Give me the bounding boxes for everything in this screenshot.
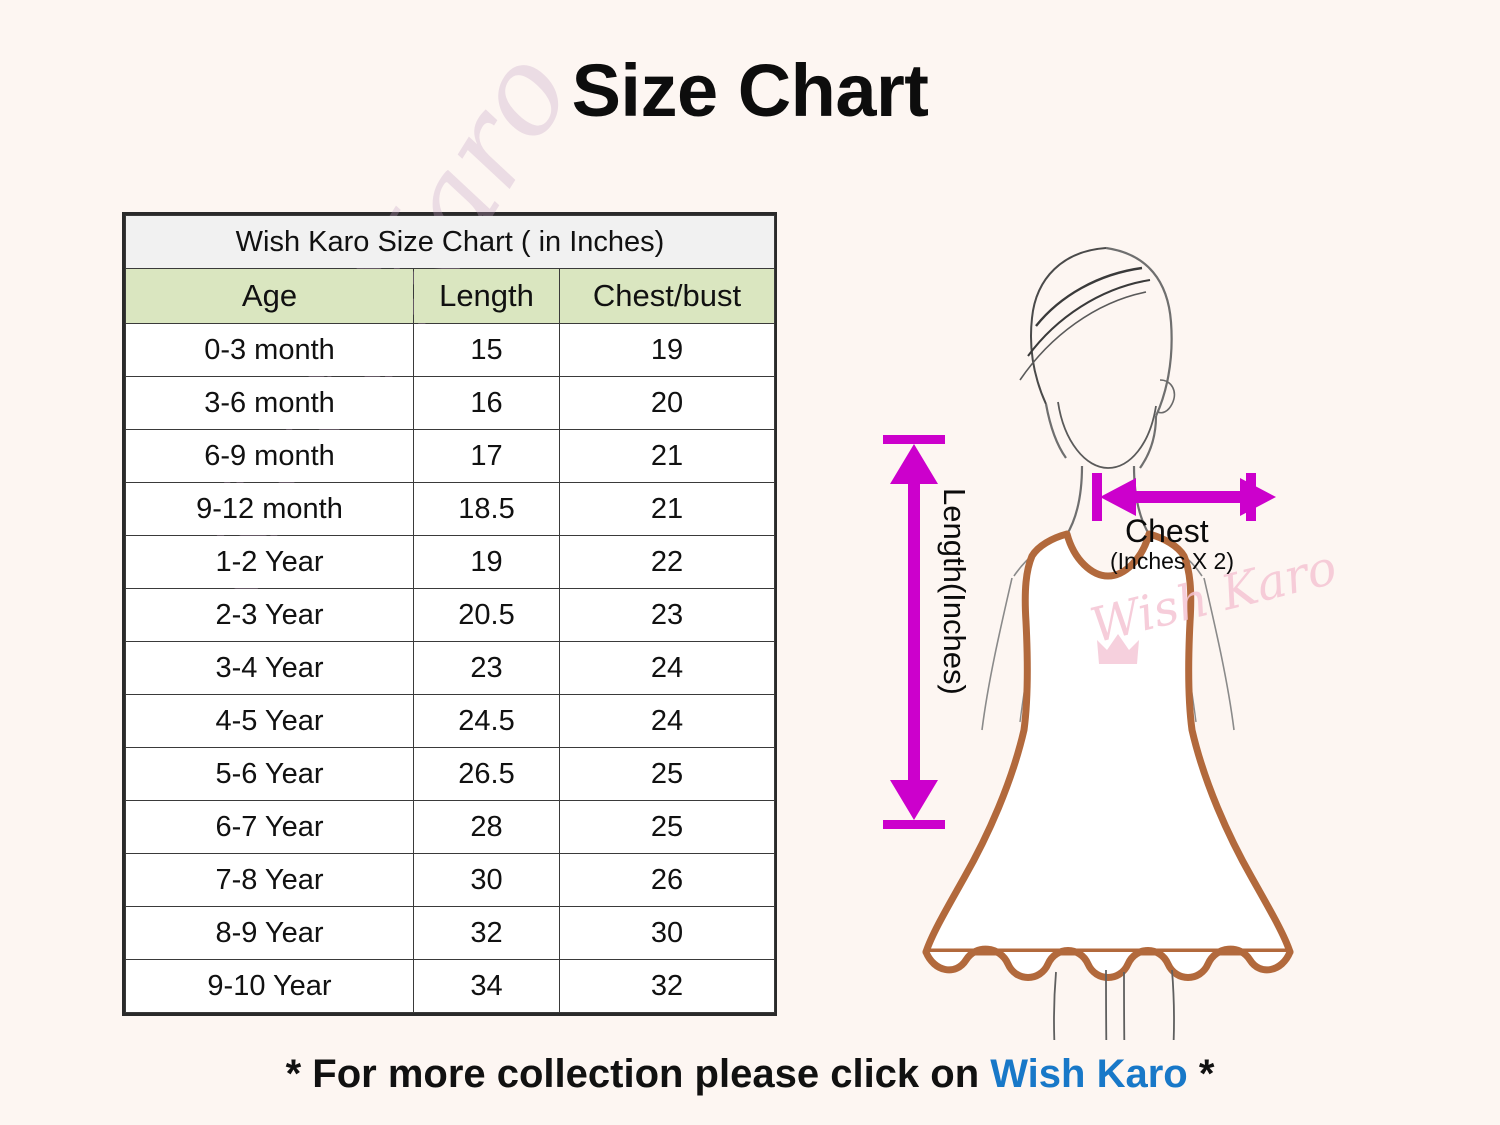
- cell-length: 18.5: [413, 482, 560, 536]
- cell-length: 15: [413, 323, 560, 377]
- cell-age: 4-5 Year: [125, 694, 414, 748]
- cell-chest: 23: [559, 588, 775, 642]
- chest-measurement-sublabel: (Inches X 2): [1110, 548, 1234, 574]
- cell-length: 23: [413, 641, 560, 695]
- cell-length: 26.5: [413, 747, 560, 801]
- cell-length: 32: [413, 906, 560, 960]
- size-chart-table: Wish Karo Size Chart ( in Inches) Age Le…: [122, 212, 777, 1016]
- cell-length: 16: [413, 376, 560, 430]
- cell-age: 7-8 Year: [125, 853, 414, 907]
- table-row: 6-9 month 17 21: [125, 429, 775, 483]
- cell-age: 8-9 Year: [125, 906, 414, 960]
- table-row: 9-12 month 18.5 21: [125, 482, 775, 536]
- cell-age: 5-6 Year: [125, 747, 414, 801]
- cell-chest: 26: [559, 853, 775, 907]
- cell-length: 34: [413, 959, 560, 1013]
- cell-age: 0-3 month: [125, 323, 414, 377]
- cell-length: 17: [413, 429, 560, 483]
- cell-chest: 21: [559, 482, 775, 536]
- table-row: 0-3 month 15 19: [125, 323, 775, 377]
- cell-length: 20.5: [413, 588, 560, 642]
- table-row: 9-10 Year 34 32: [125, 959, 775, 1013]
- table-row: 7-8 Year 30 26: [125, 853, 775, 907]
- footer-suffix: *: [1187, 1052, 1215, 1096]
- cell-age: 3-6 month: [125, 376, 414, 430]
- table-caption-row: Wish Karo Size Chart ( in Inches): [125, 215, 775, 269]
- cell-length: 28: [413, 800, 560, 854]
- table-caption: Wish Karo Size Chart ( in Inches): [125, 215, 775, 269]
- cell-age: 6-9 month: [125, 429, 414, 483]
- cell-length: 24.5: [413, 694, 560, 748]
- table-header-row: Age Length Chest/bust: [125, 268, 775, 324]
- cell-age: 1-2 Year: [125, 535, 414, 589]
- table-row: 6-7 Year 28 25: [125, 800, 775, 854]
- dress-shape: [922, 530, 1294, 981]
- table-row: 5-6 Year 26.5 25: [125, 747, 775, 801]
- table-row: 8-9 Year 32 30: [125, 906, 775, 960]
- cell-age: 9-12 month: [125, 482, 414, 536]
- cell-chest: 19: [559, 323, 775, 377]
- cell-chest: 25: [559, 747, 775, 801]
- cell-chest: 30: [559, 906, 775, 960]
- table-row: 3-4 Year 23 24: [125, 641, 775, 695]
- cell-age: 9-10 Year: [125, 959, 414, 1013]
- length-measurement-label: Length(Inches): [937, 488, 972, 695]
- chest-measurement-label: Chest: [1125, 513, 1209, 549]
- table-row: 2-3 Year 20.5 23: [125, 588, 775, 642]
- footer-prefix: * For more collection please click on: [285, 1052, 991, 1096]
- cell-age: 3-4 Year: [125, 641, 414, 695]
- cell-age: 2-3 Year: [125, 588, 414, 642]
- column-header-chest: Chest/bust: [559, 268, 775, 324]
- cell-chest: 32: [559, 959, 775, 1013]
- length-arrow: [883, 435, 945, 829]
- cell-chest: 25: [559, 800, 775, 854]
- legs: [1053, 969, 1175, 1040]
- column-header-length: Length: [413, 268, 560, 324]
- footer-note: * For more collection please click on Wi…: [0, 1052, 1500, 1097]
- cell-chest: 24: [559, 641, 775, 695]
- column-header-age: Age: [125, 268, 414, 324]
- cell-age: 6-7 Year: [125, 800, 414, 854]
- table-row: 3-6 month 16 20: [125, 376, 775, 430]
- table-row: 4-5 Year 24.5 24: [125, 694, 775, 748]
- cell-length: 30: [413, 853, 560, 907]
- chest-arrow: [1092, 473, 1276, 521]
- page-title: Size Chart: [571, 49, 929, 132]
- cell-length: 19: [413, 535, 560, 589]
- table-row: 1-2 Year 19 22: [125, 535, 775, 589]
- cell-chest: 20: [559, 376, 775, 430]
- brand-link[interactable]: Wish Karo: [990, 1052, 1188, 1096]
- cell-chest: 24: [559, 694, 775, 748]
- cell-chest: 21: [559, 429, 775, 483]
- cell-chest: 22: [559, 535, 775, 589]
- dress-illustration: [860, 230, 1380, 1040]
